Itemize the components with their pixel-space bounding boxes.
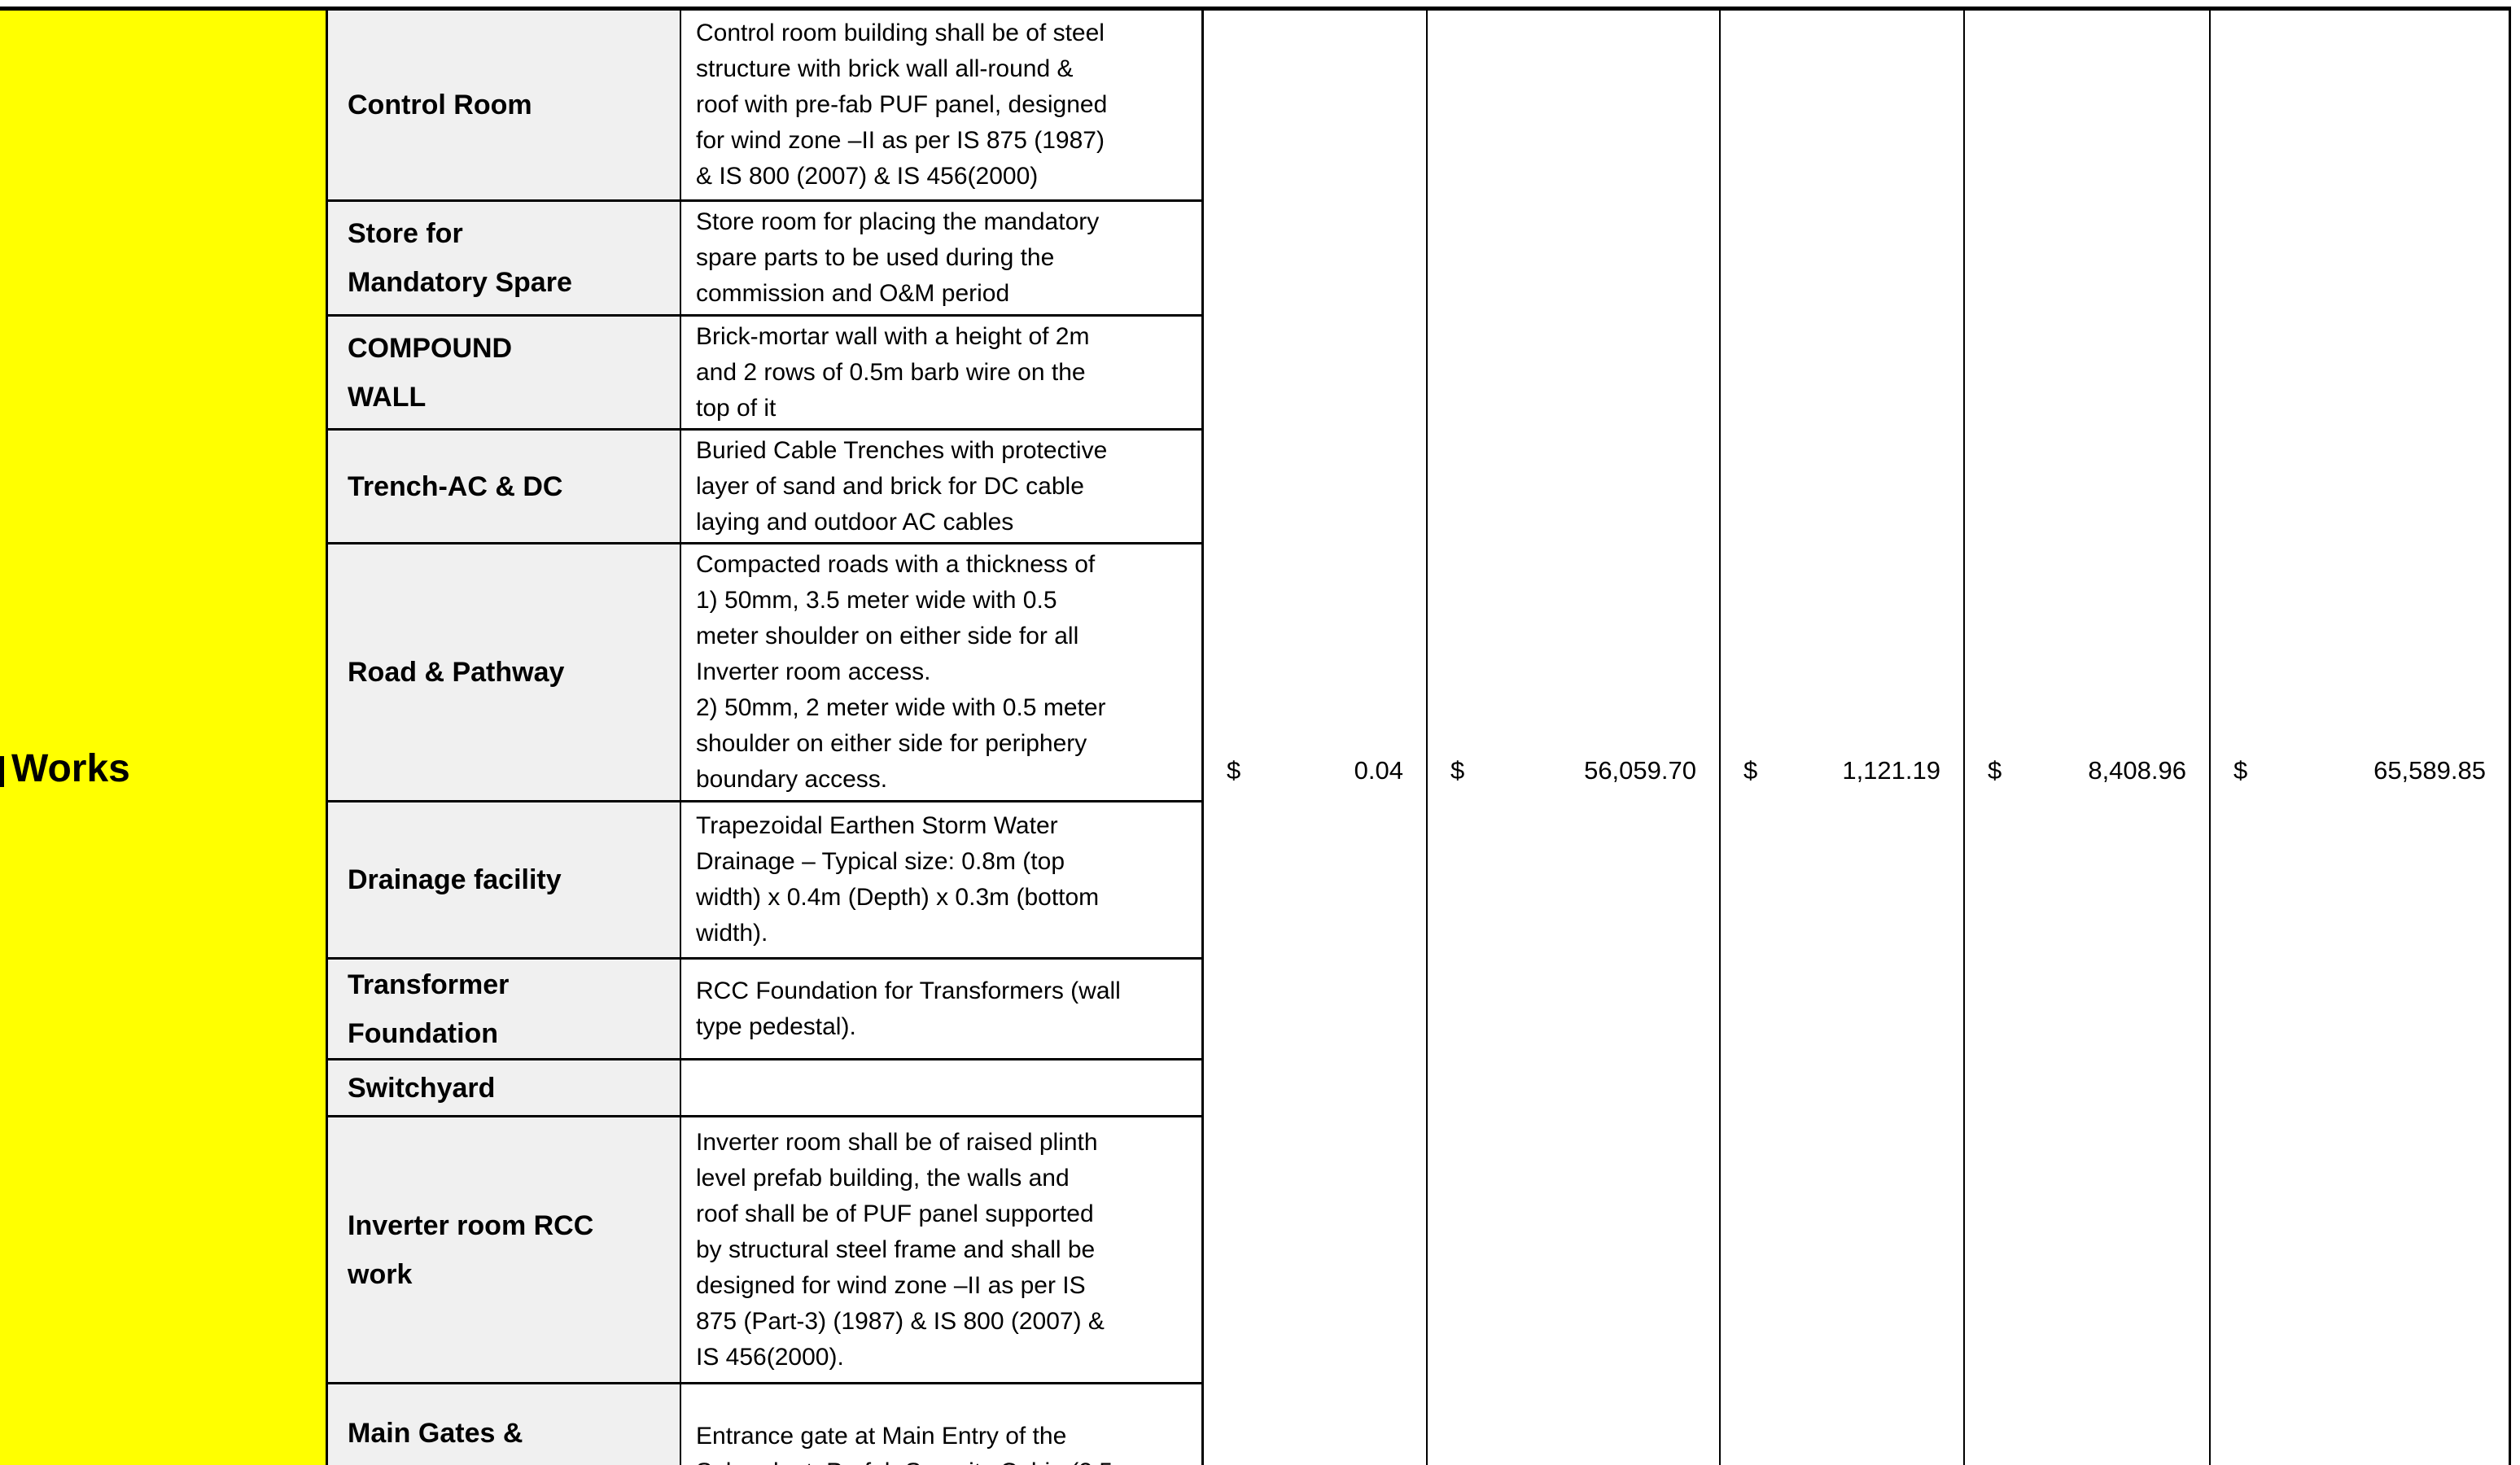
item-name-cell[interactable]: COMPOUND WALL (328, 317, 681, 428)
amount-value: 0.04 (1354, 756, 1403, 785)
item-name-cell[interactable]: Main Gates & security (328, 1384, 681, 1465)
item-description-cell[interactable]: Trapezoidal Earthen Storm Water Drainage… (681, 802, 1201, 957)
table-row: Road & Pathway Compacted roads with a th… (328, 544, 1201, 802)
item-name-cell[interactable]: Road & Pathway (328, 544, 681, 800)
amount-line: $ 65,589.85 (2211, 747, 2509, 794)
item-description: Control room building shall be of steel … (696, 20, 1108, 190)
item-description: Buried Cable Trenches with protective la… (696, 436, 1108, 536)
table-row: Control Room Control room building shall… (328, 11, 1201, 202)
item-name-cell[interactable]: Control Room (328, 11, 681, 199)
amount-value: 65,589.85 (2373, 756, 2486, 785)
item-name: Main Gates & security (348, 1418, 523, 1449)
item-description: Inverter room shall be of raised plinth … (696, 1128, 1105, 1371)
item-description: Trapezoidal Earthen Storm Water Drainage… (696, 812, 1100, 947)
amount-value: 1,121.19 (1842, 756, 1940, 785)
clipped-letter-fragment (0, 756, 4, 787)
item-name: Road & Pathway (348, 657, 565, 688)
works-items-table: Control Room Control room building shall… (328, 11, 1204, 1465)
amount-cell-4[interactable]: $ 8,408.96 (1963, 11, 2209, 1465)
item-name: Drainage facility (348, 864, 562, 895)
amount-cell-total[interactable]: $ 65,589.85 (2209, 11, 2511, 1465)
table-row: Inverter room RCC work Inverter room sha… (328, 1117, 1201, 1384)
item-description-cell[interactable]: RCC Foundation for Transformers (wall ty… (681, 960, 1201, 1058)
item-description-cell[interactable]: Control room building shall be of steel … (681, 11, 1201, 199)
currency-symbol: $ (1450, 756, 1465, 785)
amount-line: $ 8,408.96 (1965, 747, 2209, 794)
item-description: RCC Foundation for Transformers (wall ty… (696, 977, 1121, 1040)
table-row: COMPOUND WALL Brick-mortar wall with a h… (328, 317, 1201, 431)
table-row: Main Gates & security Entrance gate at M… (328, 1384, 1201, 1465)
works-group-cell[interactable]: Works (0, 11, 328, 1465)
currency-symbol: $ (2233, 756, 2248, 785)
amount-cell-3[interactable]: $ 1,121.19 (1719, 11, 1963, 1465)
currency-symbol: $ (1988, 756, 2002, 785)
item-description-cell[interactable]: Compacted roads with a thickness of 1) 5… (681, 544, 1201, 800)
amount-line: $ 0.04 (1204, 747, 1426, 794)
item-name-cell[interactable]: Store for Mandatory Spare (328, 202, 681, 314)
item-name: Inverter room RCC work (348, 1209, 594, 1290)
item-description-cell[interactable]: Buried Cable Trenches with protective la… (681, 431, 1201, 542)
amount-cell-base[interactable]: $ 56,059.70 (1426, 11, 1719, 1465)
table-row: Trench-AC & DC Buried Cable Trenches wit… (328, 431, 1201, 544)
amount-line: $ 56,059.70 (1428, 747, 1719, 794)
table-row: Transformer Foundation RCC Foundation fo… (328, 960, 1201, 1060)
item-description-cell[interactable]: Entrance gate at Main Entry of the Solar… (681, 1384, 1201, 1465)
table-top-border (0, 7, 2511, 11)
amount-line: $ 1,121.19 (1721, 747, 1963, 794)
item-name-cell[interactable]: Transformer Foundation (328, 960, 681, 1058)
item-name-cell[interactable]: Drainage facility (328, 802, 681, 957)
item-description: Brick-mortar wall with a height of 2m an… (696, 322, 1090, 422)
item-name: Control Room (348, 90, 532, 120)
currency-symbol: $ (1227, 756, 1241, 785)
item-description-cell[interactable]: Inverter room shall be of raised plinth … (681, 1117, 1201, 1382)
table-row: Switchyard (328, 1060, 1201, 1117)
currency-symbol: $ (1743, 756, 1758, 785)
works-group-label: Works (11, 747, 130, 790)
item-name: Trench-AC & DC (348, 470, 563, 502)
item-description: Store room for placing the mandatory spa… (696, 208, 1100, 307)
item-name: Switchyard (348, 1072, 496, 1104)
item-name: COMPOUND WALL (348, 332, 513, 413)
item-description-cell[interactable] (681, 1060, 1201, 1115)
amount-value: 8,408.96 (2088, 756, 2186, 785)
item-description: Compacted roads with a thickness of 1) 5… (696, 551, 1106, 793)
item-name: Store for Mandatory Spare (348, 218, 572, 298)
item-description: Entrance gate at Main Entry of the Solar… (696, 1423, 1113, 1465)
item-name-cell[interactable]: Switchyard (328, 1060, 681, 1115)
item-name-cell[interactable]: Inverter room RCC work (328, 1117, 681, 1382)
amount-value: 56,059.70 (1584, 756, 1696, 785)
table-row: Drainage facility Trapezoidal Earthen St… (328, 802, 1201, 960)
amount-cell-rate[interactable]: $ 0.04 (1204, 11, 1426, 1465)
table-row: Store for Mandatory Spare Store room for… (328, 202, 1201, 317)
item-name: Transformer Foundation (348, 969, 510, 1049)
item-description-cell[interactable]: Store room for placing the mandatory spa… (681, 202, 1201, 314)
item-name-cell[interactable]: Trench-AC & DC (328, 431, 681, 542)
item-description-cell[interactable]: Brick-mortar wall with a height of 2m an… (681, 317, 1201, 428)
